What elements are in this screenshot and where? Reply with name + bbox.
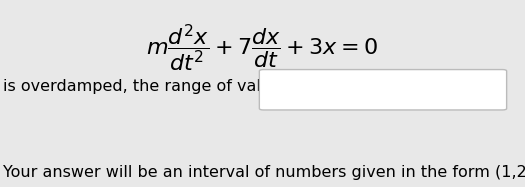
FancyBboxPatch shape [259,70,507,110]
Text: $m\dfrac{d^2x}{dt^2} + 7\dfrac{dx}{dt} + 3x = 0$: $m\dfrac{d^2x}{dt^2} + 7\dfrac{dx}{dt} +… [146,22,379,74]
Text: Your answer will be an interval of numbers given in the form (1,2), [1,2), (-inf: Your answer will be an interval of numbe… [3,165,525,180]
Text: is overdamped, the range of values for m is?: is overdamped, the range of values for m… [3,79,363,94]
